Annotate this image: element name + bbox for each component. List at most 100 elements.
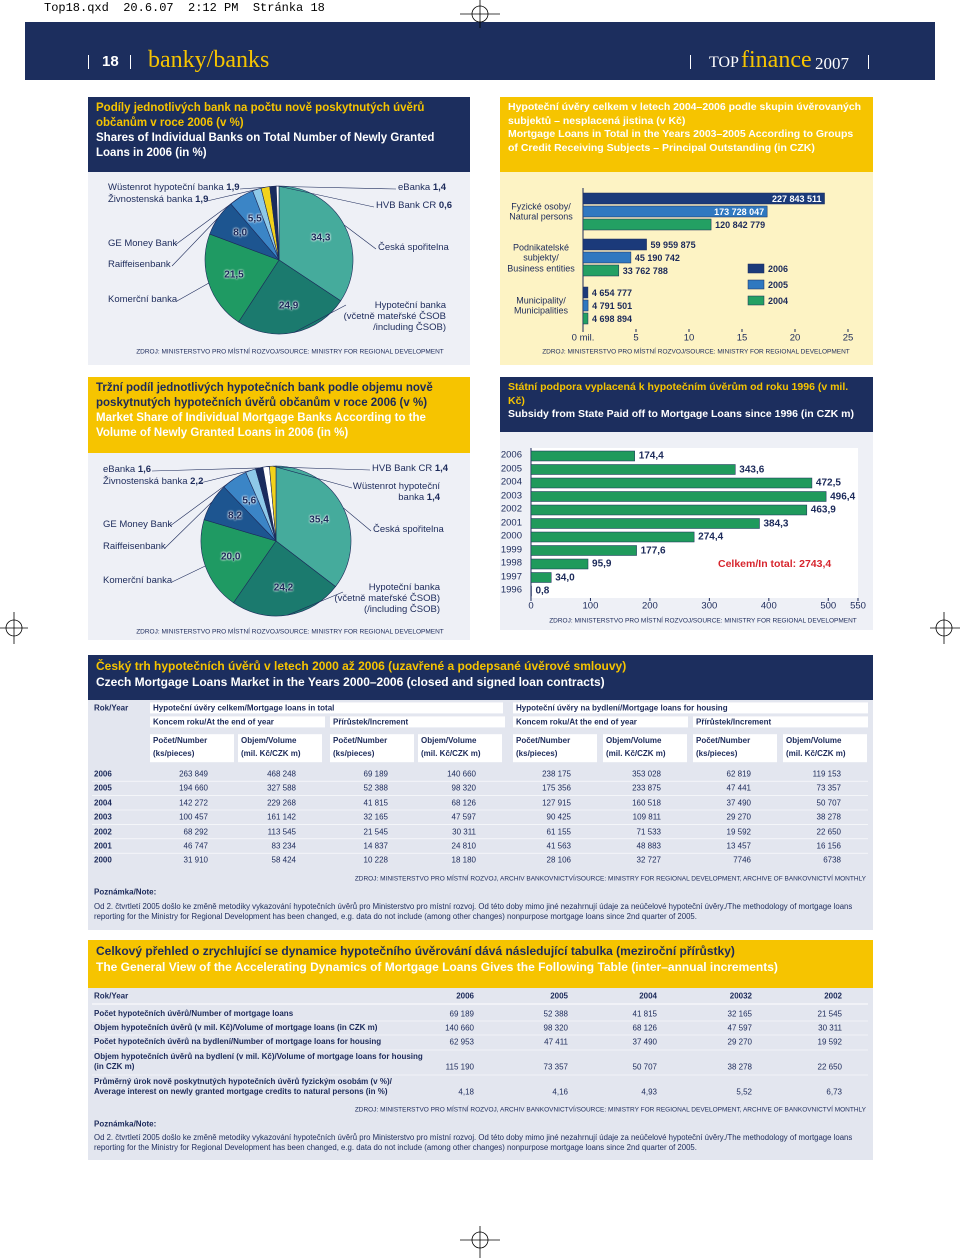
bar <box>530 545 637 556</box>
bar <box>582 218 712 231</box>
table-cell: 22 650 <box>817 1062 842 1072</box>
pie-slice <box>269 465 277 542</box>
category-label: 2003 <box>500 490 522 502</box>
table-cell: 38 278 <box>816 812 841 822</box>
table-cell: 100 457 <box>179 812 208 822</box>
table-column-header: Objem/Volume (mil. Kč/CZK m) <box>238 734 322 762</box>
value-label: 34,0 <box>554 571 576 584</box>
table-cell: 263 849 <box>179 769 208 779</box>
slice-value: 1,9 <box>195 194 209 205</box>
slice-label: Živnostenská banka 2,2 <box>103 476 204 488</box>
bar <box>530 504 808 516</box>
slice-name: Raiffeisenbank <box>103 541 166 552</box>
slice-value: 21,5 <box>224 269 244 281</box>
slice-value: 20,0 <box>221 551 241 563</box>
table-cell: 98 320 <box>451 783 476 793</box>
table-title: Český trh hypotečních úvěrů v letech 200… <box>96 659 627 673</box>
slice-label: Česká spořitelna <box>373 524 444 536</box>
slice-name: Česká spořitelna <box>378 242 449 253</box>
table-column-header: Objem/Volume (mil. Kč/CZK m) <box>783 734 867 762</box>
slice-value: 34,3 <box>310 231 331 243</box>
leader-line <box>266 466 371 471</box>
chart-header: Státní podpora vyplacená k hypotečním úv… <box>500 377 873 432</box>
bar <box>582 251 632 264</box>
legend-swatch <box>747 295 765 306</box>
leader-line <box>287 591 344 616</box>
x-tick-label: 25 <box>842 332 854 344</box>
slice-label: Raiffeisenbank <box>103 541 166 553</box>
source: ZDROJ: MINISTERSTVO PRO MÍSTNÍ ROZVOJ, A… <box>354 1106 866 1114</box>
x-tick-label: 300 <box>701 600 718 612</box>
table-header-cell: Rok/Year <box>94 991 129 1001</box>
table-subgroup-header: Přírůstek/Increment <box>693 716 868 728</box>
table-header: Celkový přehled o zrychlující se dynamic… <box>88 940 873 988</box>
bar <box>582 286 589 299</box>
slice-value: 5,6 <box>242 495 257 507</box>
table-cell: 18 180 <box>451 855 476 865</box>
value-label: 4 654 777 <box>591 287 632 298</box>
chart-header: Tržní podíl jednotlivých hypotečních ban… <box>88 377 470 453</box>
table-cell: 30 311 <box>452 827 476 836</box>
table-column-header: Počet/Number (ks/pieces) <box>693 734 777 762</box>
leader-line <box>206 189 257 202</box>
slice-name: Komerční banka <box>103 575 173 586</box>
table-cell: 194 660 <box>179 783 208 793</box>
table-row-header: 2006 <box>94 769 112 779</box>
table-cell: 41 563 <box>546 841 571 851</box>
category-label: Fyzické osoby/ Natural persons <box>509 201 573 222</box>
table-cell: 52 388 <box>363 783 388 793</box>
table-cell: 38 278 <box>727 1062 752 1072</box>
note: Od 2. čtvrtletí 2005 došlo ke změně meto… <box>94 902 853 922</box>
table-cell: 229 268 <box>267 798 296 808</box>
slice-label: Komerční banka <box>108 294 178 306</box>
table-cell: 52 388 <box>543 1009 568 1019</box>
leader-line <box>277 185 375 208</box>
table-cell: 47 597 <box>727 1023 752 1033</box>
category-label: 2002 <box>500 503 522 515</box>
table-row-header: 2005 <box>94 783 112 793</box>
table-cell: 37 490 <box>726 798 751 808</box>
slice-name: Komerční banka <box>108 294 178 305</box>
table-column-header: Počet/Number (ks/pieces) <box>330 734 414 762</box>
slice-label: HVB Bank CR 0,6 <box>376 200 452 212</box>
slice-name: Hypoteční banka (včetně mateřské ČSOB /i… <box>343 300 446 333</box>
source: ZDROJ: MINISTERSTVO PRO MÍSTNÍ ROZVOJ, A… <box>354 875 866 883</box>
table-header-cell: 2005 <box>550 991 568 1001</box>
table-cell: 160 518 <box>632 798 661 808</box>
table-cell: 32 727 <box>636 855 661 865</box>
table-cell: 161 142 <box>267 812 296 822</box>
table-cell: 24 810 <box>451 841 476 851</box>
chart-header: Podíly jednotlivých bank na počtu nově p… <box>88 97 470 172</box>
chart-subtitle: Subsidy from State Paid off to Mortgage … <box>508 408 854 421</box>
value-label: 463,9 <box>809 504 837 516</box>
value-label: 496,4 <box>829 490 857 503</box>
table-cell: 19 592 <box>726 827 751 836</box>
table-cell: 468 248 <box>267 769 296 779</box>
table-panel <box>88 988 873 1160</box>
value-label: 177,6 <box>639 544 667 557</box>
table-cell: 46 747 <box>183 841 208 851</box>
category-label: 2005 <box>500 463 522 475</box>
slice-value: 1,4 <box>426 491 440 503</box>
table-cell: 10 228 <box>363 855 388 865</box>
legend-swatch <box>747 279 765 290</box>
header-separator <box>88 55 89 69</box>
table-subtitle: The General View of the Accelerating Dyn… <box>96 959 778 974</box>
slice-name: HVB Bank CR <box>372 463 433 474</box>
chart-subtitle: Market Share of Individual Mortgage Bank… <box>96 411 426 439</box>
slice-label: Wüstenrot hypoteční banka 1,9 <box>108 182 240 194</box>
chart-title: Hypoteční úvěry celkem v letech 2004–200… <box>508 101 862 127</box>
table-cell: 50 707 <box>632 1062 657 1072</box>
slice-name: eBanka <box>103 464 136 475</box>
table-cell: 58 424 <box>271 855 296 865</box>
table-cell: 140 660 <box>447 769 476 779</box>
table-cell: 30 311 <box>818 1023 842 1033</box>
table-cell: 6738 <box>823 855 841 865</box>
slice-value: 2,2 <box>190 476 204 487</box>
value-label: 0,8 <box>534 585 551 597</box>
slice-name: GE Money Bank <box>108 238 178 249</box>
slice-label: Komerční banka <box>103 575 173 587</box>
leader-line <box>176 282 209 302</box>
file-info: Top18.qxd 20.6.07 2:12 PM Stránka 18 <box>44 1 325 15</box>
